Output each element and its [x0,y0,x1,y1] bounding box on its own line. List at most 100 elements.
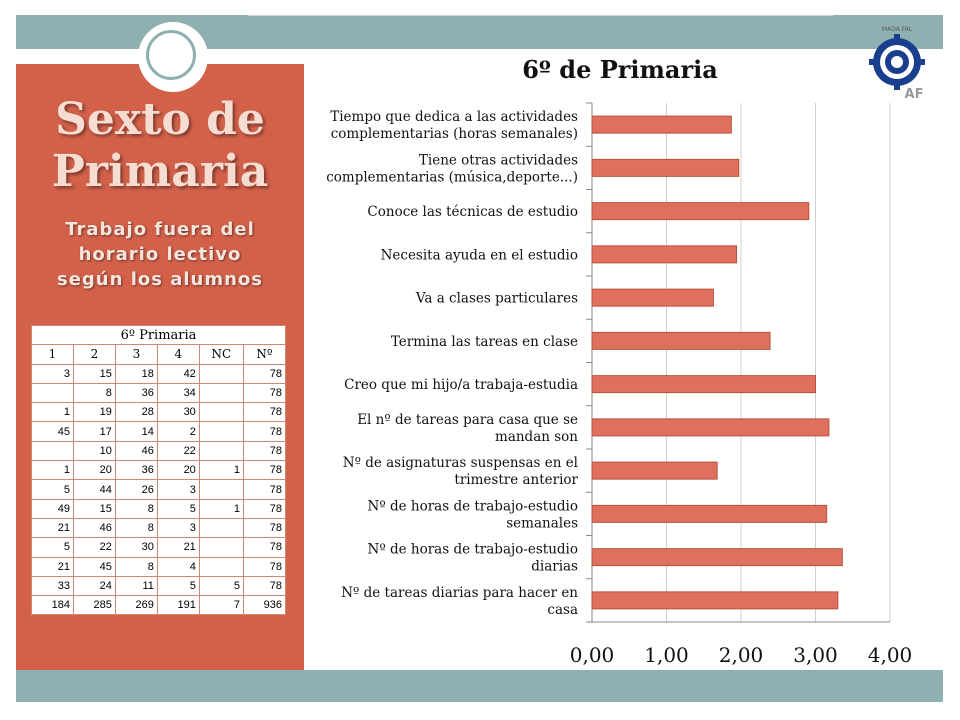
table-row: 1 20 36 20 1 78 [31,460,287,481]
category-label: Conoce las técnicas de estudio [367,204,578,220]
table-cell: 34 [156,382,200,404]
category-label: semanales [506,515,578,531]
bar [591,331,771,350]
category-label: mandan son [495,429,578,445]
category-label: Va a clases particulares [415,291,578,307]
table-cell: 78 [242,575,287,597]
table-cell [198,421,244,442]
table-cell: 30 [114,537,158,558]
table-cell: 10 [72,440,116,462]
table-cell: 4 [156,556,200,577]
subtitle-line: horario lectivo [78,244,242,265]
table-row: 1 19 28 30 78 [31,402,287,423]
table-cell: 8 [114,517,158,539]
table-cell: 36 [114,460,158,481]
table-cell: 78 [242,460,287,481]
table-cell: 15 [72,363,116,384]
table-cell [198,537,244,558]
bar [591,158,740,177]
table-cell [198,479,244,500]
school-logo-icon: MADA FAL AF [869,26,925,100]
table-cell: 45 [31,421,74,442]
bar [591,202,810,221]
table-caption: 6º Primaria [31,324,286,346]
table-cell: 78 [242,537,287,558]
table-header-cell: 2 [72,344,116,365]
table-cell: 36 [114,382,158,404]
table-cell: 5 [31,537,74,558]
table-cell: 1 [31,402,74,423]
data-table: 6º Primaria 1 2 3 4 NC Nº 3 15 18 42 78 8 36 34 78 1 19… [31,324,287,616]
table-cell: 78 [242,498,287,519]
table-cell: 191 [156,595,200,616]
x-tick-label: 2,00 [719,643,764,667]
chart-category-labels: Tiempo que dedica a las actividades compl… [326,109,578,618]
table-cell: 78 [242,363,287,384]
table-cell: 33 [31,575,74,597]
bar [591,288,714,307]
table-cell: 21 [156,537,200,558]
table-header-row: 1 2 3 4 NC Nº [31,344,287,365]
decorative-ring [146,30,196,80]
table-cell: 5 [198,575,244,597]
table-cell: 8 [72,382,116,404]
table-cell: 20 [72,460,116,481]
table-cell: 22 [156,440,200,462]
table-cell: 184 [31,595,74,616]
table-cell: 20 [156,460,200,481]
slide-title: Sexto de Primaria [51,94,269,197]
chart-x-ticks: 0,00 1,00 2,00 3,00 4,00 [570,643,913,667]
bar-chart: Tiempo que dedica a las actividades compl… [326,102,913,667]
table-cell: 8 [114,498,158,519]
table-cell: 5 [31,479,74,500]
bar [591,461,718,480]
table-cell: 1 [198,460,244,481]
table-cell: 936 [242,595,287,616]
table-total-row: 184 285 269 191 7 936 [31,595,287,616]
x-tick-label: 0,00 [570,643,615,667]
category-label: Tiempo que dedica a las actividades [330,109,578,125]
category-label: complementarias (música,deporte...) [326,169,578,185]
table-cell: 18 [114,363,158,384]
table-cell: 26 [114,479,158,500]
table-cell [198,517,244,539]
table-cell: 46 [114,440,158,462]
table-row: 8 36 34 78 [31,382,287,404]
table-cell: 14 [114,421,158,442]
table-cell: 269 [114,595,158,616]
table-cell: 78 [242,479,287,500]
x-tick-label: 4,00 [868,643,913,667]
table-cell [31,440,74,462]
table-row: 21 46 8 3 78 [31,517,287,539]
bar [591,418,830,437]
table-header-cell: NC [198,344,244,365]
table-cell: 28 [114,402,158,423]
category-label: Necesita ayuda en el estudio [381,247,578,263]
bar [591,504,828,523]
category-label: Nº de horas de trabajo-estudio [368,498,578,514]
table-cell [198,382,244,404]
table-body: 3 15 18 42 78 8 36 34 78 1 19 28 30 78 45 17 14 2 78 10 46 22… [31,363,287,616]
table-cell: 1 [198,498,244,519]
bar [591,548,843,567]
table-cell [198,402,244,423]
x-tick-label: 1,00 [644,643,689,667]
table-cell: 30 [156,402,200,423]
category-label: Creo que mi hijo/a trabaja-estudia [344,377,578,393]
table-cell: 21 [31,517,74,539]
logo-bottom-text: AF [905,87,924,100]
table-cell: 3 [156,479,200,500]
table-cell: 7 [198,595,244,616]
chart-bars [591,115,843,610]
bottom-band [16,670,943,702]
category-label: Termina las tareas en clase [391,334,578,350]
table-header-cell: 4 [156,344,200,365]
table-cell: 5 [156,498,200,519]
subtitle-line: según los alumnos [57,269,263,290]
category-label: diarias [531,559,578,575]
category-label: casa [547,602,578,618]
bar [591,245,738,264]
table-cell: 78 [242,517,287,539]
table-cell: 49 [31,498,74,519]
category-label: Nº de horas de trabajo-estudio [368,542,578,558]
